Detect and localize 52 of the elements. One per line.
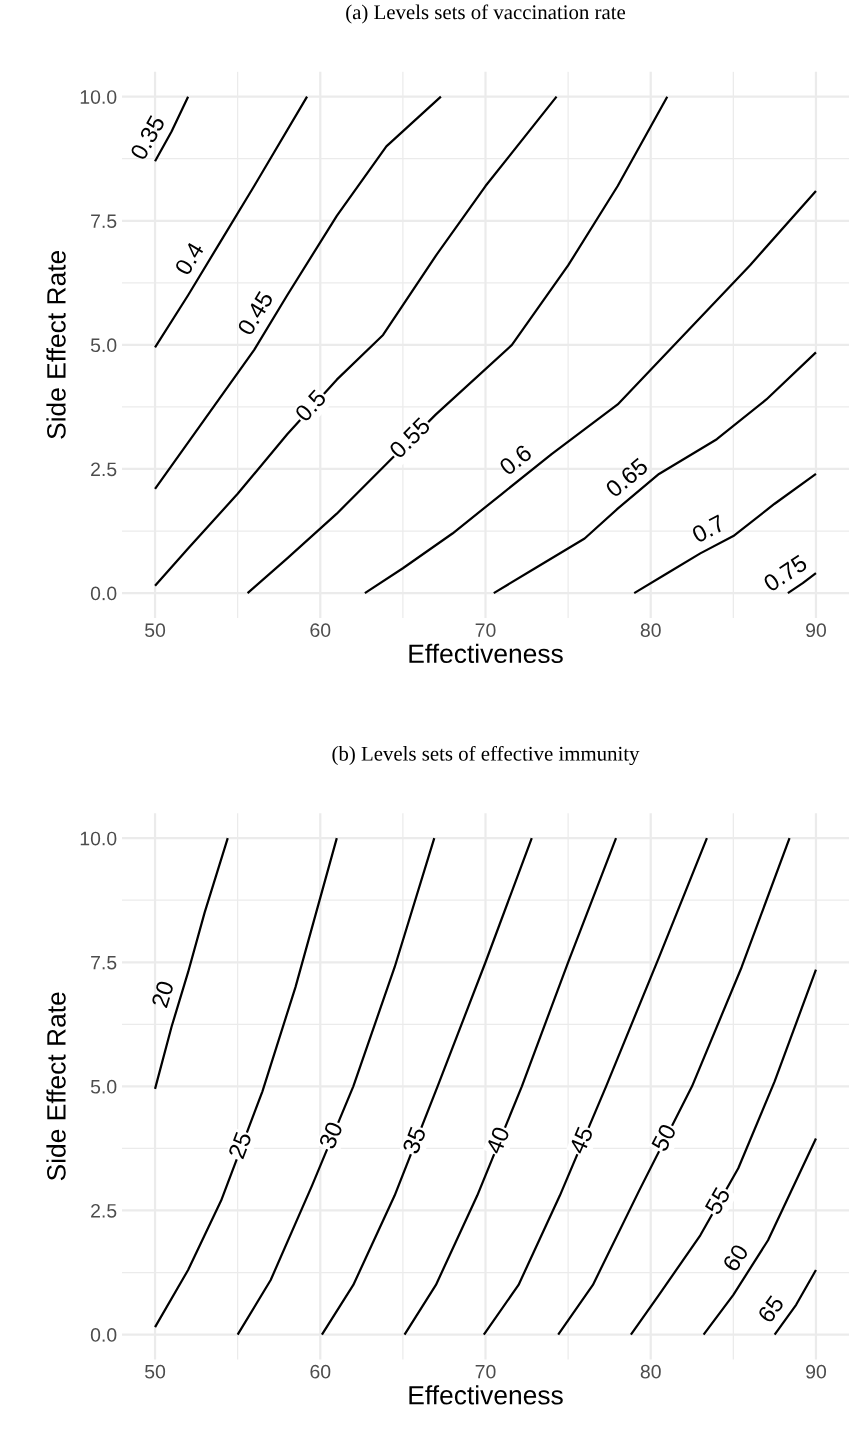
line-series [702,1137,818,1336]
line-series [557,837,791,1336]
x-tick-label: 50 [145,623,166,638]
x-tick-label: 60 [310,623,331,638]
y-tick-label: 7.5 [91,214,117,229]
x-tick-label: 90 [806,1364,827,1379]
text: 50 [650,1122,677,1153]
y-tick-label: 7.5 [91,955,117,970]
text: 40 [485,1125,511,1156]
x-tick-label: 80 [640,623,661,638]
text: 0.65 [604,456,649,499]
y-tick-label: 5.0 [90,338,117,353]
line-series [629,968,818,1336]
text: 45 [568,1125,594,1156]
y-tick-label: 10.0 [80,90,117,104]
text: 60 [722,1243,750,1273]
text: 0.55 [388,416,432,460]
text: 0.75 [762,553,809,593]
y-axis-title: Side Effect Rate [46,992,66,1181]
x-axis-title: Effectiveness [409,1385,563,1405]
text: 0.4 [174,240,205,277]
text: 55 [704,1186,731,1216]
y-axis-title: Side Effect Rate [46,250,66,439]
x-tick-label: 90 [806,623,827,638]
y-tick-label: 5.0 [90,1079,117,1094]
text: 25 [227,1130,253,1160]
x-tick-label: 50 [145,1364,166,1379]
text: 65 [757,1294,785,1324]
y-tick-label: 10.0 [80,831,117,846]
line-series [403,837,618,1336]
y-tick-label: 0.0 [90,586,117,601]
x-tick-label: 70 [475,1364,496,1379]
line-series [492,351,818,595]
line-series [363,189,818,595]
chart-title: (a) Levels sets of vaccination rate [346,4,626,24]
text: 30 [318,1120,344,1150]
y-tick-label: 0.0 [90,1328,117,1342]
text: 35 [401,1125,427,1155]
x-tick-label: 60 [310,1364,331,1379]
x-tick-label: 80 [640,1364,661,1379]
line-series [153,837,229,1090]
text: 0.7 [690,514,726,544]
line-series [320,837,533,1336]
text: 0.35 [129,114,166,161]
x-axis-title: Effectiveness [409,643,563,664]
text: 0.6 [498,443,533,477]
y-tick-label: 2.5 [91,1203,117,1218]
y-tick-label: 2.5 [91,462,117,477]
chart-title: (b) Levels sets of effective immunity [332,745,640,766]
text: 20 [151,980,175,1009]
text: 0.5 [293,388,328,423]
x-tick-label: 70 [475,623,496,638]
